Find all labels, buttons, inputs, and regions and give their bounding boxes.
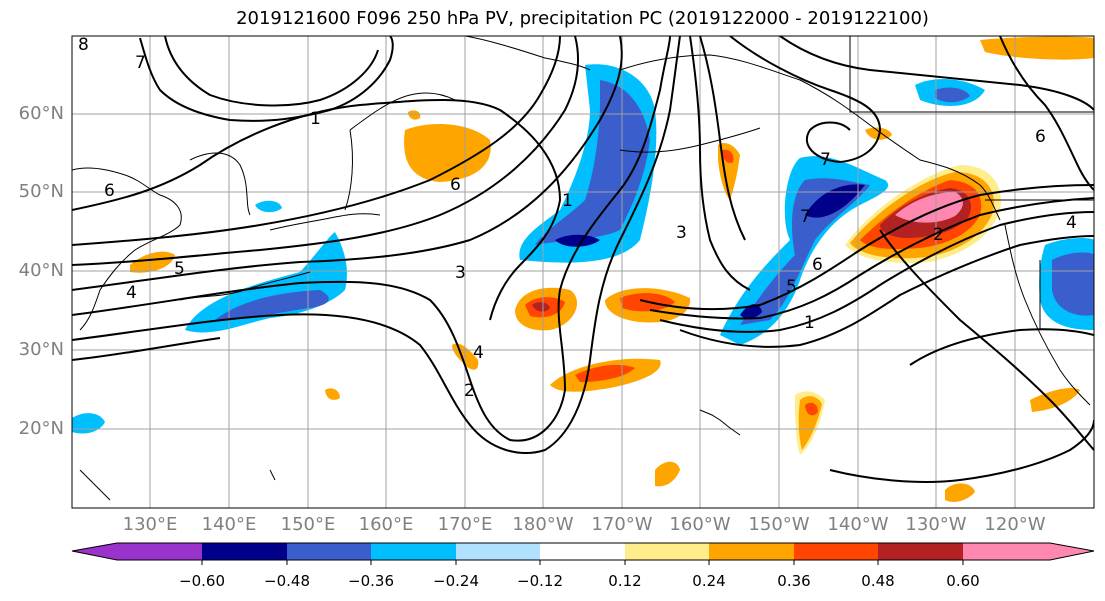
lon-label: 170°W: [591, 514, 653, 535]
lon-label: 180°W: [512, 514, 574, 535]
colorbar-tick-label: −0.24: [433, 572, 479, 590]
lon-label: 160°W: [669, 514, 731, 535]
colorbar-segment: [963, 543, 1050, 560]
contour-label: 4: [1066, 213, 1077, 233]
lat-label: 60°N: [18, 103, 64, 124]
contour-label: 7: [820, 150, 831, 170]
colorbar-tick-label: 0.24: [692, 572, 726, 590]
colorbar-segment: [287, 543, 371, 560]
contour-label: 6: [450, 175, 461, 195]
colorbar-tick-label: 0.12: [608, 572, 642, 590]
contour-label: 1: [804, 313, 815, 333]
lat-label: 30°N: [18, 339, 64, 360]
lon-label: 150°W: [748, 514, 810, 535]
contour-label: 6: [812, 255, 823, 275]
colorbar-segment: [456, 543, 540, 560]
colorbar-tick-label: −0.12: [517, 572, 563, 590]
contour-label: 5: [786, 277, 797, 297]
colorbar-segment: [878, 543, 963, 560]
lon-label: 140°W: [827, 514, 889, 535]
lon-label: 130°E: [122, 514, 178, 535]
contour-labels: 8 7 6 5 4 1 6 3 3 4 2 1 7 7 6 5 1 2 6 4: [78, 35, 1077, 401]
map-gridlines: [72, 36, 1094, 508]
lon-label: 170°E: [437, 514, 493, 535]
contour-label: 6: [104, 181, 115, 201]
lon-label: 160°E: [358, 514, 414, 535]
contour-label: 7: [800, 207, 811, 227]
lat-label: 20°N: [18, 418, 64, 439]
colorbar-segment: [625, 543, 709, 560]
map-title: 2019121600 F096 250 hPa PV, precipitatio…: [236, 8, 929, 29]
contour-label: 7: [135, 53, 146, 73]
lon-label: 120°W: [984, 514, 1046, 535]
colorbar-segment: [72, 543, 117, 560]
colorbar-tick-label: −0.60: [179, 572, 225, 590]
colorbar-segment: [202, 543, 287, 560]
colorbar-segment: [117, 543, 202, 560]
contour-label: 2: [464, 381, 475, 401]
colorbar: [71, 542, 1095, 565]
colorbar-segment: [371, 543, 456, 560]
contour-label: 5: [174, 259, 185, 279]
colorbar-segment: [794, 543, 878, 560]
colorbar-tick-label: −0.36: [348, 572, 394, 590]
colorbar-segment: [540, 543, 625, 560]
colorbar-tick-label: 0.36: [777, 572, 811, 590]
contour-label: 3: [676, 223, 687, 243]
lat-label: 40°N: [18, 260, 64, 281]
contour-label: 3: [455, 263, 466, 283]
contour-label: 2: [933, 225, 944, 245]
lon-label: 150°E: [280, 514, 336, 535]
lon-label: 140°E: [201, 514, 257, 535]
pv-contours: [72, 36, 1094, 483]
colorbar-tick-label: 0.60: [946, 572, 980, 590]
contour-label: 6: [1035, 127, 1046, 147]
contour-label: 4: [126, 283, 137, 303]
colorbar-segment: [1050, 543, 1094, 560]
contour-label: 4: [473, 343, 484, 363]
contour-label: 1: [562, 191, 573, 211]
lon-label: 130°W: [905, 514, 967, 535]
map-frame: [71, 35, 1095, 509]
lat-label: 50°N: [18, 181, 64, 202]
contour-label: 1: [310, 109, 321, 129]
colorbar-tick-label: 0.48: [861, 572, 895, 590]
contour-label: 8: [78, 35, 89, 55]
colorbar-segment: [709, 543, 794, 560]
colorbar-tick-label: −0.48: [264, 572, 310, 590]
